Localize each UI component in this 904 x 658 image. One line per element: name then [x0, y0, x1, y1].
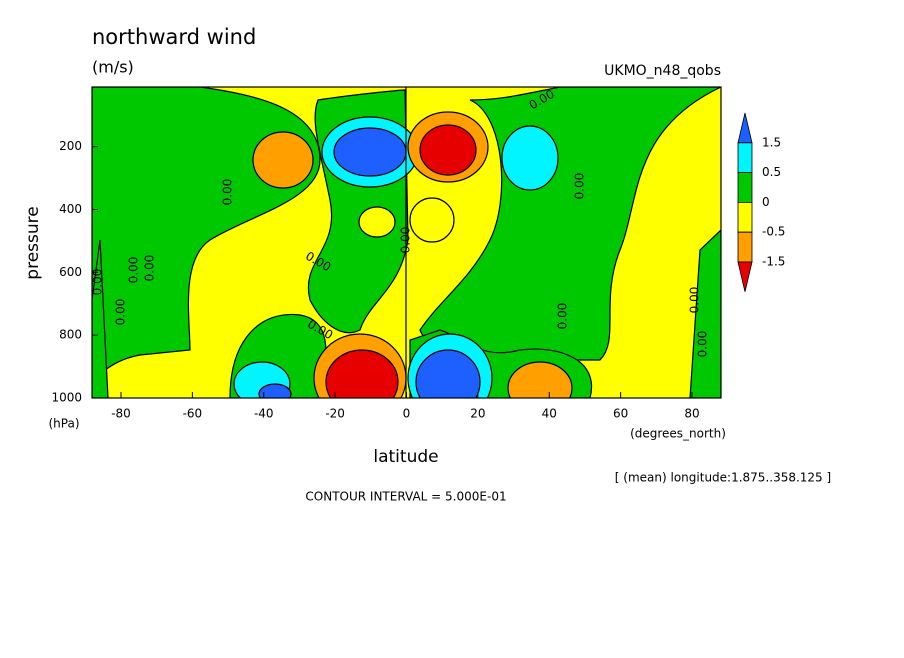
- contour-label: 0.00: [399, 227, 413, 254]
- contour-field: [92, 87, 721, 398]
- colorbar-swatch: [737, 172, 753, 203]
- contour-label: 0.00: [573, 173, 587, 200]
- x-tick-label: -20: [325, 407, 345, 421]
- colorbar-swatch: [737, 231, 753, 263]
- x-tick-label: 80: [684, 407, 699, 421]
- y-label: pressure: [23, 206, 43, 279]
- dataset: UKMO_n48_qobs: [604, 63, 721, 79]
- contour-label: 0.00: [556, 303, 570, 330]
- contour-label: 0.00: [143, 255, 157, 282]
- y-tick-label: 1000: [51, 391, 82, 405]
- colorbar-label: 1.5: [762, 135, 781, 149]
- contour-label: 0.00: [688, 287, 702, 314]
- contour-label: 0.00: [696, 331, 710, 358]
- y-tick-label: 200: [59, 139, 82, 153]
- colorbar-label: 0: [762, 195, 770, 209]
- colorbar-swatch: [737, 202, 753, 233]
- contour-label: 0.00: [127, 257, 141, 284]
- y-tick-label: 800: [59, 328, 82, 342]
- colorbar-swatch: [737, 261, 753, 292]
- x-tick-label: 60: [613, 407, 628, 421]
- contour-label: 0.00: [221, 179, 235, 206]
- units: (m/s): [92, 58, 134, 77]
- y-tick-label: 400: [59, 202, 82, 216]
- contour-label: 0.00: [91, 269, 105, 296]
- colorbar-swatch: [737, 142, 753, 173]
- x-label: latitude: [373, 447, 438, 467]
- x-tick-label: -40: [254, 407, 274, 421]
- contour-label: 0.00: [114, 299, 128, 326]
- x-units: (degrees_north): [630, 427, 726, 441]
- y-units: (hPa): [48, 417, 79, 431]
- colorbar-label: -1.5: [762, 255, 785, 269]
- note: [ (mean) longitude:1.875..358.125 ]: [615, 471, 831, 485]
- chart-title: northward wind: [92, 25, 256, 49]
- colorbar-swatch: [737, 112, 753, 144]
- x-tick-label: 20: [470, 407, 485, 421]
- x-tick-label: 0: [403, 407, 411, 421]
- x-tick-label: -80: [111, 407, 131, 421]
- y-tick-label: 600: [59, 265, 82, 279]
- colorbar-label: 0.5: [762, 165, 781, 179]
- x-tick-label: -60: [183, 407, 203, 421]
- colorbar-label: -0.5: [762, 225, 785, 239]
- x-tick-label: 40: [542, 407, 557, 421]
- contour-interval: CONTOUR INTERVAL = 5.000E-01: [305, 490, 506, 504]
